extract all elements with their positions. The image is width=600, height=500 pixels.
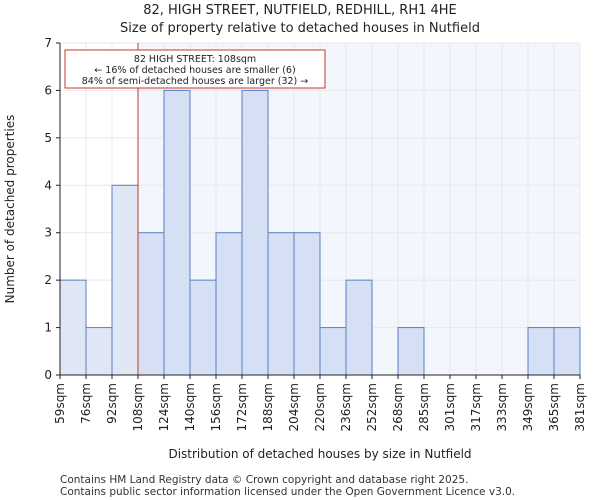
bar xyxy=(189,279,217,376)
x-tick-label: 204sqm xyxy=(287,383,301,431)
y-tick-label: 7 xyxy=(44,36,52,50)
x-tick-label: 156sqm xyxy=(209,383,223,431)
x-tick-label: 268sqm xyxy=(391,383,405,431)
annotation-box xyxy=(64,49,326,89)
x-tick-label: 236sqm xyxy=(339,383,353,431)
x-tick-label: 301sqm xyxy=(443,383,457,431)
bar xyxy=(59,279,87,376)
y-axis-title: Number of detached properties xyxy=(3,115,17,304)
y-tick-label: 3 xyxy=(44,226,52,240)
bar xyxy=(293,232,321,376)
x-tick-label: 108sqm xyxy=(131,383,145,431)
bar xyxy=(163,89,191,376)
bar xyxy=(241,89,269,376)
annotation-larger: 84% of semi-detached houses are larger (… xyxy=(82,76,309,87)
x-axis-title: Distribution of detached houses by size … xyxy=(168,447,471,461)
bar xyxy=(527,327,555,376)
bar xyxy=(215,232,243,376)
x-tick-label: 381sqm xyxy=(573,383,587,431)
y-tick-label: 5 xyxy=(44,131,52,145)
x-tick-label: 188sqm xyxy=(261,383,275,431)
bar xyxy=(397,327,425,376)
bar xyxy=(137,232,165,376)
x-tick-label: 124sqm xyxy=(157,383,171,431)
footer-copyright: Contains HM Land Registry data © Crown c… xyxy=(60,474,469,486)
bar xyxy=(319,327,347,376)
x-tick-label: 252sqm xyxy=(365,383,379,431)
x-tick-label: 317sqm xyxy=(469,383,483,431)
bar xyxy=(85,327,113,376)
bar xyxy=(111,184,139,376)
x-tick-label: 59sqm xyxy=(53,383,67,424)
annotation-title: 82 HIGH STREET: 108sqm xyxy=(134,54,256,65)
x-tick-label: 92sqm xyxy=(105,383,119,424)
x-tick-label: 365sqm xyxy=(547,383,561,431)
y-tick-label: 1 xyxy=(44,321,52,335)
histogram-chart: 0 1 2 3 4 5 6 7 59sqm 76sqm 92sqm 108sqm 124sqm 140sq… xyxy=(3,36,587,461)
x-tick-label: 349sqm xyxy=(521,383,535,431)
y-tick-label: 2 xyxy=(44,273,52,287)
bar xyxy=(553,327,581,376)
x-tick-label: 285sqm xyxy=(417,383,431,431)
x-tick-label: 172sqm xyxy=(235,383,249,431)
y-tick-label: 6 xyxy=(44,83,52,97)
annotation-smaller: ← 16% of detached houses are smaller (6) xyxy=(94,65,295,76)
footer-licence: Contains public sector information licen… xyxy=(60,486,516,498)
x-tick-label: 220sqm xyxy=(313,383,327,431)
bar xyxy=(345,279,373,376)
chart-subtitle: Size of property relative to detached ho… xyxy=(120,21,480,36)
x-tick-label: 76sqm xyxy=(79,383,93,424)
x-tick-label: 333sqm xyxy=(495,383,509,431)
chart-title: 82, HIGH STREET, NUTFIELD, REDHILL, RH1 … xyxy=(143,3,457,18)
y-tick-label: 0 xyxy=(44,368,52,382)
y-tick-label: 4 xyxy=(44,178,52,192)
bar xyxy=(267,232,295,376)
x-tick-label: 140sqm xyxy=(183,383,197,431)
